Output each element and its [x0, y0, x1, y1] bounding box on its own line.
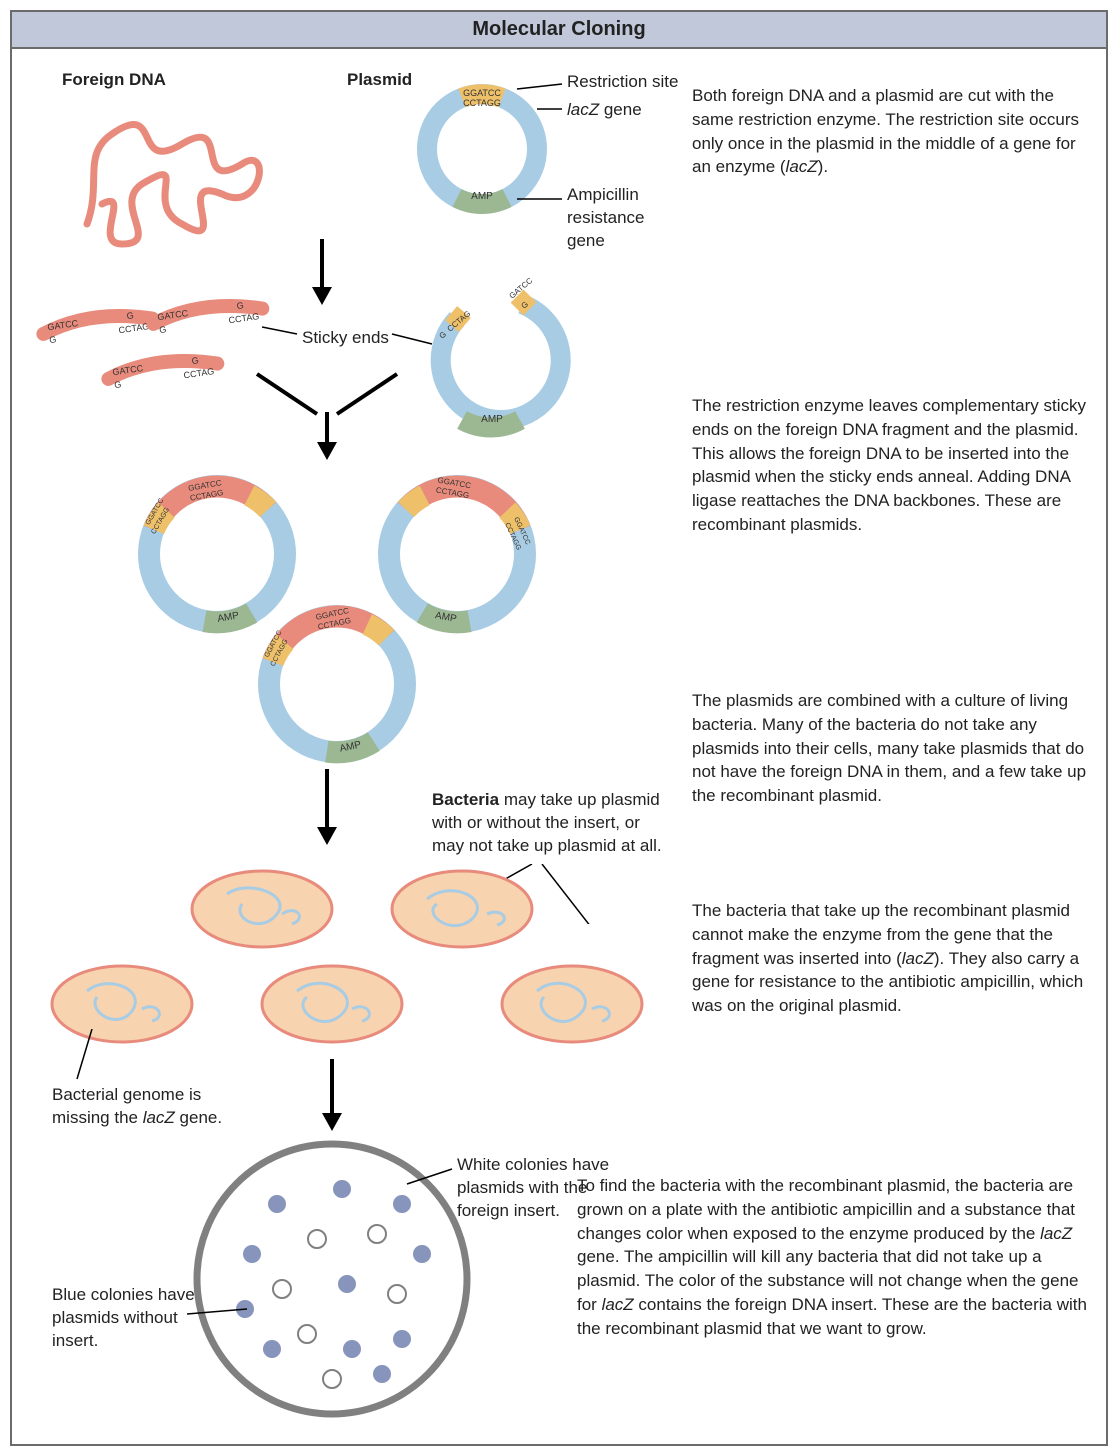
step2-text: The restriction enzyme leaves complement… — [692, 394, 1092, 537]
diagram-frame: Molecular Cloning Foreign DNA Plasmid AM… — [10, 10, 1108, 1446]
seq-top1: GGATCC — [463, 88, 501, 98]
genome-leader-svg — [72, 1029, 132, 1089]
plasmid-heading: Plasmid — [347, 69, 412, 92]
svg-text:G: G — [236, 300, 244, 311]
white-leader-svg — [402, 1164, 462, 1194]
blue-colonies-label: Blue colonies have plasmids without inse… — [52, 1284, 202, 1353]
svg-text:G: G — [126, 310, 134, 321]
svg-text:G: G — [191, 355, 199, 366]
seq-top2: CCTAGG — [463, 98, 501, 108]
foreign-dna-svg — [72, 94, 282, 264]
arrow3-svg — [312, 769, 342, 849]
lacz-label: lacZ gene — [567, 99, 642, 122]
svg-text:GATCC: GATCC — [112, 363, 144, 377]
diagram-content: Foreign DNA Plasmid AMP GGATCC CCTAGG Re… — [12, 49, 1106, 1444]
svg-text:G: G — [159, 324, 167, 335]
white-colonies-label: White colonies have plasmids with the fo… — [457, 1154, 627, 1223]
svg-text:GATCC: GATCC — [47, 318, 79, 332]
restriction-site-label: Restriction site — [567, 71, 678, 94]
svg-text:CCTAG: CCTAG — [183, 366, 215, 380]
svg-text:G: G — [114, 379, 122, 390]
svg-text:G: G — [49, 334, 57, 345]
arrow4-svg — [317, 1059, 347, 1134]
svg-text:CCTAG: CCTAG — [228, 311, 260, 325]
amp-text: AMP — [471, 191, 493, 202]
step5-text: To find the bacteria with the recombinan… — [577, 1174, 1092, 1341]
step4-text: The bacteria that take up the recombinan… — [692, 899, 1092, 1018]
step1-text: Both foreign DNA and a plasmid are cut w… — [692, 84, 1092, 179]
genome-missing-label: Bacterial genome is missing the lacZ gen… — [52, 1084, 262, 1130]
title-text: Molecular Cloning — [472, 18, 645, 40]
svg-text:GATCC: GATCC — [157, 308, 189, 322]
open-plasmid-svg: AMP G CCTAG GATCC G — [402, 274, 582, 444]
title-bar: Molecular Cloning — [12, 12, 1106, 49]
bacteria-caption: Bacteria may take up plasmid with or wit… — [432, 789, 662, 858]
amp-gene-label: Ampicillin resistance gene — [567, 184, 677, 253]
arrow1-svg — [307, 239, 337, 309]
svg-text:CCTAG: CCTAG — [118, 321, 150, 335]
svg-text:AMP: AMP — [481, 414, 503, 425]
foreign-dna-heading: Foreign DNA — [62, 69, 166, 92]
step3-text: The plasmids are combined with a culture… — [692, 689, 1092, 808]
recomb-plasmids-svg: AMP GGATCC CCTAGG GGATCC CCTAGG AMP GGAT… — [97, 449, 597, 769]
